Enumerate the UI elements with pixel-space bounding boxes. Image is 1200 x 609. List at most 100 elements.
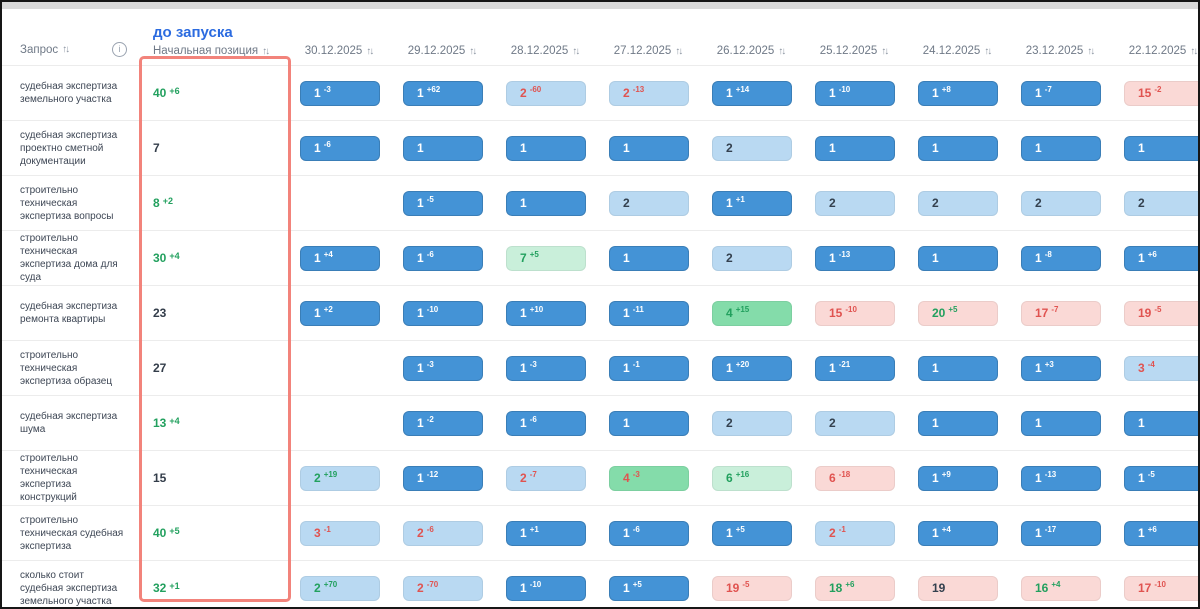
position-badge[interactable]: 20 +5 [918,300,998,326]
date-column-header[interactable]: 28.12.2025 ↑↓ [493,45,596,57]
position-badge[interactable]: 1 -17 [1021,520,1101,546]
position-badge[interactable]: 1 -6 [403,245,483,271]
position-badge[interactable]: 3 -1 [300,520,380,546]
position-badge[interactable]: 1 -3 [300,80,380,106]
position-badge[interactable]: 1 +20 [712,355,792,381]
position-badge[interactable]: 4 -3 [609,465,689,491]
position-badge[interactable]: 3 -4 [1124,355,1198,381]
position-badge[interactable]: 17 -10 [1124,575,1198,601]
position-badge[interactable]: 1 [1124,410,1198,436]
date-column-header[interactable]: 23.12.2025 ↑↓ [1008,45,1111,57]
sort-arrows-icon[interactable]: ↑↓ [675,46,683,57]
position-badge[interactable]: 2 -60 [506,80,586,106]
position-badge[interactable]: 1 -1 [609,355,689,381]
position-badge[interactable]: 1 [403,135,483,161]
sort-arrows-icon[interactable]: ↑↓ [984,46,992,57]
position-badge[interactable]: 2 -6 [403,520,483,546]
position-badge[interactable]: 1 -10 [403,300,483,326]
position-badge[interactable]: 1 -10 [815,80,895,106]
position-badge[interactable]: 1 +6 [1124,520,1198,546]
position-badge[interactable]: 19 -5 [712,575,792,601]
position-badge[interactable]: 1 +9 [918,465,998,491]
position-badge[interactable]: 1 [918,355,998,381]
position-badge[interactable]: 1 [918,135,998,161]
position-badge[interactable]: 1 [609,135,689,161]
position-badge[interactable]: 2 -7 [506,465,586,491]
position-badge[interactable]: 2 +19 [300,465,380,491]
position-badge[interactable]: 1 +8 [918,80,998,106]
position-badge[interactable]: 1 -6 [300,135,380,161]
position-badge[interactable]: 1 +3 [1021,355,1101,381]
position-badge[interactable]: 1 +5 [609,575,689,601]
position-badge[interactable]: 1 [506,190,586,216]
position-badge[interactable]: 1 +1 [712,190,792,216]
position-badge[interactable]: 1 -8 [1021,245,1101,271]
position-badge[interactable]: 4 +15 [712,300,792,326]
date-column-header[interactable]: 30.12.2025 ↑↓ [287,45,390,57]
position-badge[interactable]: 2 [918,190,998,216]
position-badge[interactable]: 1 [1124,135,1198,161]
position-badge[interactable]: 1 +14 [712,80,792,106]
position-badge[interactable]: 1 [506,135,586,161]
position-badge[interactable]: 17 -7 [1021,300,1101,326]
date-column-header[interactable]: 25.12.2025 ↑↓ [802,45,905,57]
sort-arrows-icon[interactable]: ↑↓ [572,46,580,57]
position-badge[interactable]: 1 -5 [1124,465,1198,491]
position-badge[interactable]: 19 -5 [1124,300,1198,326]
position-badge[interactable]: 2 [712,245,792,271]
position-badge[interactable]: 16 +4 [1021,575,1101,601]
position-badge[interactable]: 1 -21 [815,355,895,381]
position-badge[interactable]: 2 [712,410,792,436]
position-badge[interactable]: 1 [609,245,689,271]
position-badge[interactable]: 2 -1 [815,520,895,546]
position-badge[interactable]: 15 -2 [1124,80,1198,106]
info-icon[interactable]: i [112,42,127,57]
position-badge[interactable]: 1 +4 [300,245,380,271]
position-badge[interactable]: 2 [815,190,895,216]
position-badge[interactable]: 1 -6 [609,520,689,546]
position-badge[interactable]: 1 +62 [403,80,483,106]
sort-arrows-icon[interactable]: ↑↓ [469,46,477,57]
position-badge[interactable]: 1 +2 [300,300,380,326]
date-column-header[interactable]: 24.12.2025 ↑↓ [905,45,1008,57]
position-badge[interactable]: 7 +5 [506,245,586,271]
position-badge[interactable]: 1 -6 [506,410,586,436]
position-badge[interactable]: 1 -7 [1021,80,1101,106]
position-badge[interactable]: 1 +4 [918,520,998,546]
position-badge[interactable]: 1 +1 [506,520,586,546]
sort-arrows-icon[interactable]: ↑↓ [881,46,889,57]
position-badge[interactable]: 1 -13 [815,245,895,271]
position-badge[interactable]: 1 +5 [712,520,792,546]
sort-arrows-icon[interactable]: ↑↓ [1087,46,1095,57]
position-badge[interactable]: 19 [918,575,998,601]
date-column-header[interactable]: 27.12.2025 ↑↓ [596,45,699,57]
position-badge[interactable]: 1 -2 [403,410,483,436]
position-badge[interactable]: 1 [609,410,689,436]
position-badge[interactable]: 6 -18 [815,465,895,491]
position-badge[interactable]: 18 +6 [815,575,895,601]
date-column-header[interactable]: 29.12.2025 ↑↓ [390,45,493,57]
position-badge[interactable]: 15 -10 [815,300,895,326]
position-badge[interactable]: 2 [815,410,895,436]
position-badge[interactable]: 1 +6 [1124,245,1198,271]
position-badge[interactable]: 1 -3 [506,355,586,381]
position-badge[interactable]: 1 -12 [403,465,483,491]
sort-arrows-icon[interactable]: ↑↓ [1190,46,1198,57]
position-badge[interactable]: 1 -10 [506,575,586,601]
position-badge[interactable]: 2 [712,135,792,161]
position-badge[interactable]: 2 +70 [300,575,380,601]
position-badge[interactable]: 1 [918,245,998,271]
position-badge[interactable]: 2 [1124,190,1198,216]
position-badge[interactable]: 1 -3 [403,355,483,381]
position-badge[interactable]: 1 [815,135,895,161]
date-column-header[interactable]: 26.12.2025 ↑↓ [699,45,802,57]
position-badge[interactable]: 1 -5 [403,190,483,216]
date-column-header[interactable]: 22.12.2025 ↑↓ [1111,45,1198,57]
position-badge[interactable]: 1 [1021,135,1101,161]
position-badge[interactable]: 2 -13 [609,80,689,106]
position-badge[interactable]: 1 [1021,410,1101,436]
position-badge[interactable]: 2 -70 [403,575,483,601]
position-badge[interactable]: 2 [609,190,689,216]
sort-arrows-icon[interactable]: ↑↓ [62,44,70,55]
position-badge[interactable]: 1 +10 [506,300,586,326]
